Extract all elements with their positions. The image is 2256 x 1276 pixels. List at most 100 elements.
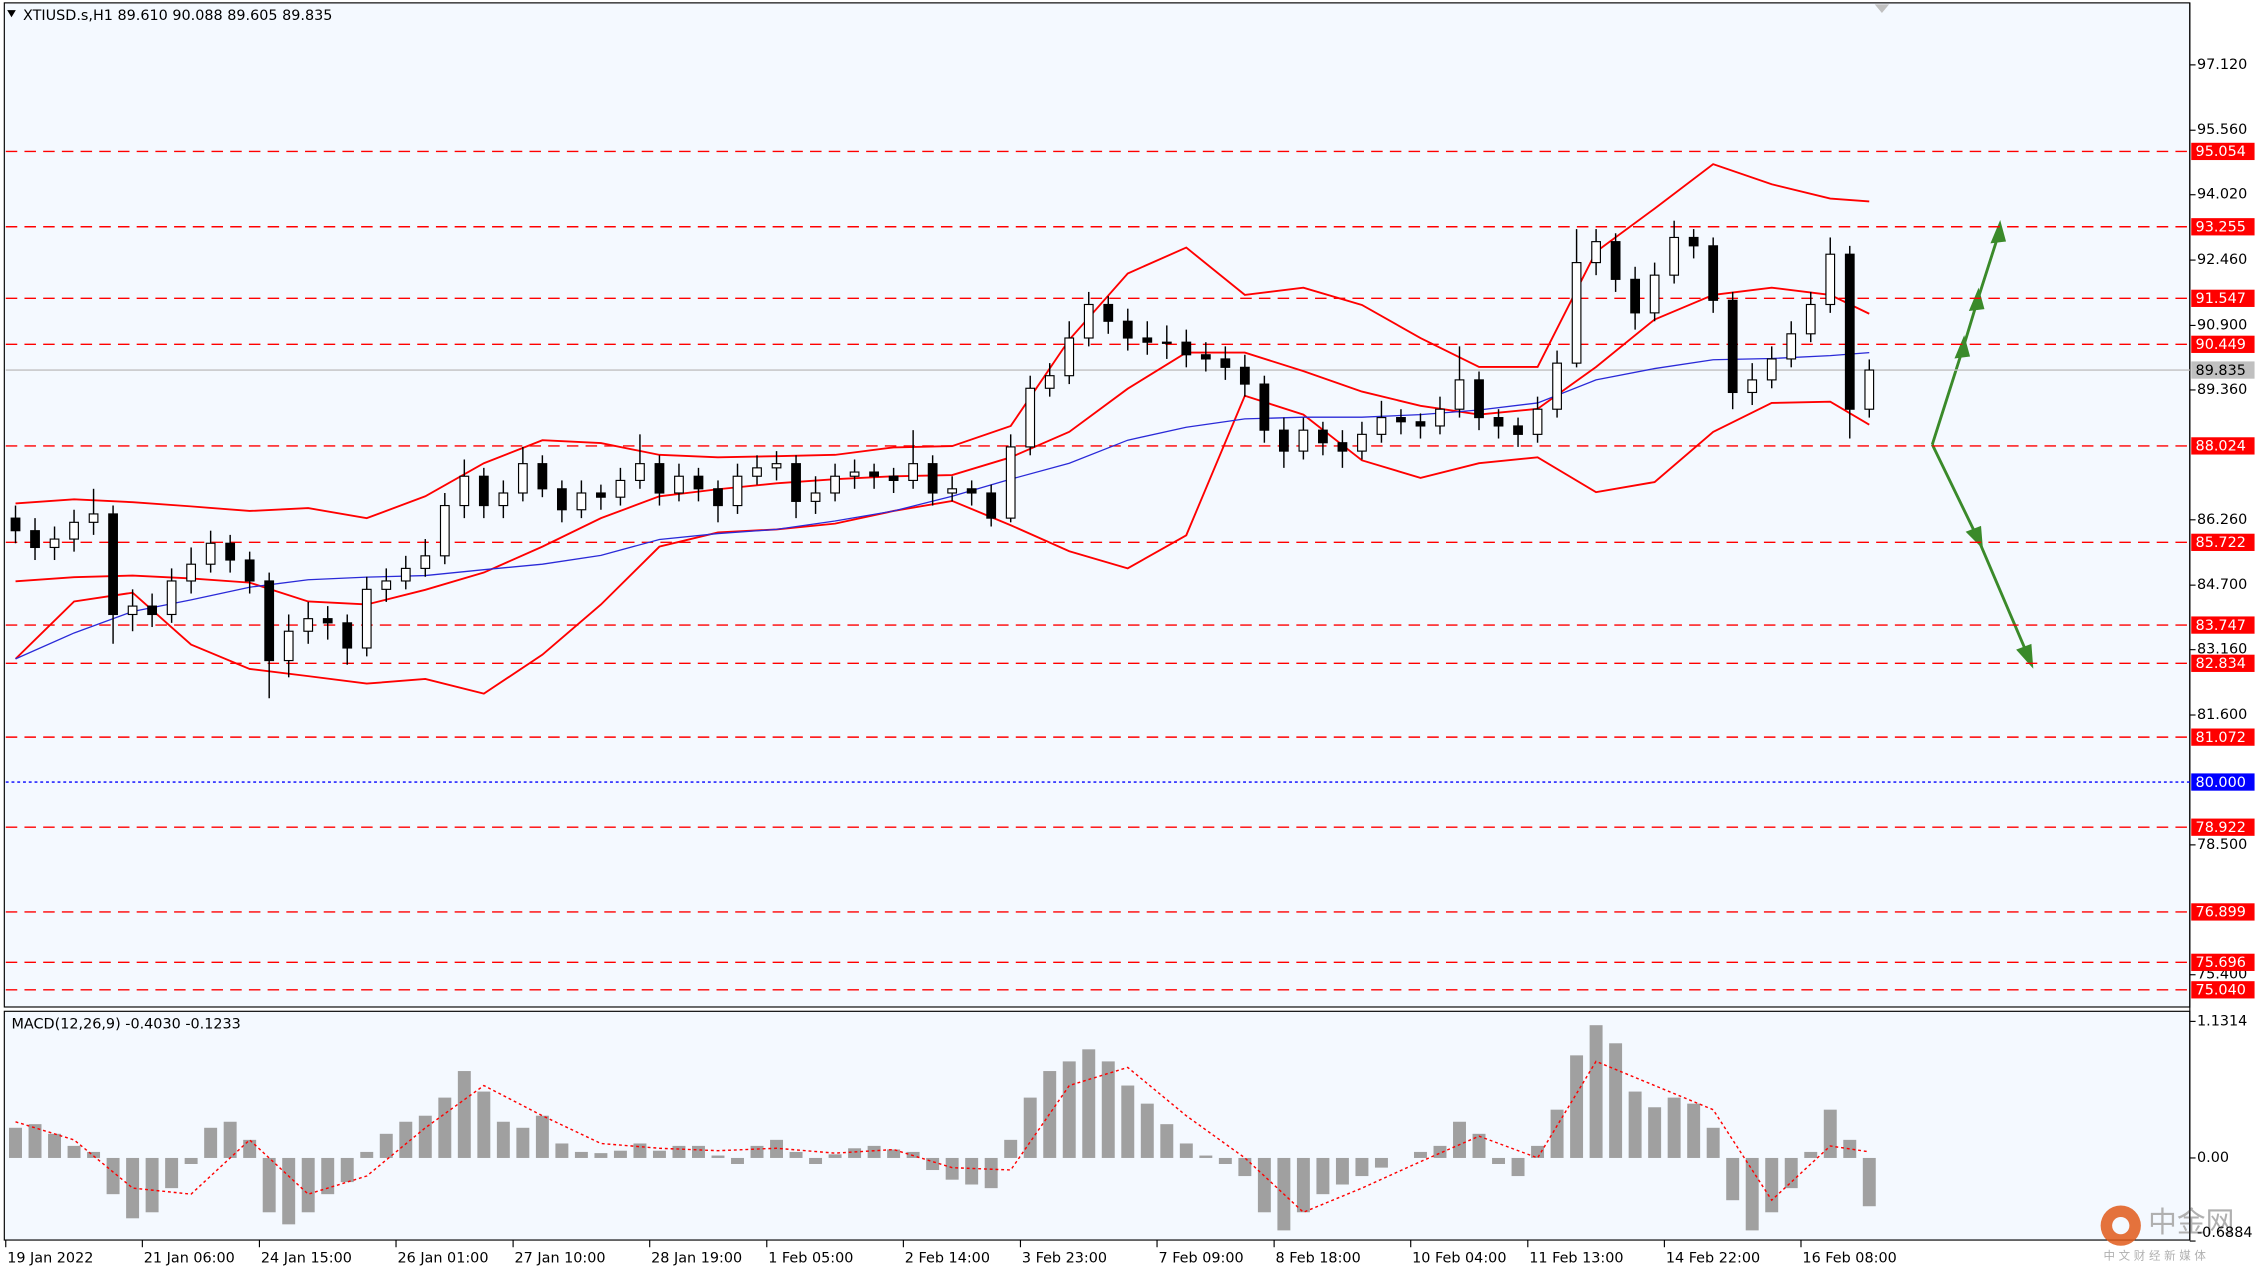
candle-body	[791, 463, 801, 502]
macd-bar	[1257, 1157, 1271, 1213]
level-label: 78.922	[2196, 820, 2246, 836]
macd-bar	[1765, 1157, 1779, 1213]
macd-bar	[1121, 1085, 1135, 1158]
candle-body	[283, 630, 294, 662]
candle-body	[1825, 253, 1836, 306]
level-label-box	[2191, 773, 2255, 791]
macd-bar	[282, 1157, 296, 1225]
macd-bar	[633, 1143, 647, 1158]
macd-bar	[243, 1139, 257, 1158]
candle-body	[400, 567, 411, 582]
candle-body	[186, 563, 197, 582]
level-label-box	[2191, 981, 2255, 999]
macd-bar	[867, 1145, 881, 1158]
x-tick-label: 16 Feb 08:00	[1802, 1251, 1896, 1267]
macd-bar	[1004, 1139, 1018, 1158]
macd-bar	[809, 1157, 823, 1164]
watermark: 中金网 中 文 财 经 新 媒 体	[2100, 1205, 2234, 1262]
candle-body	[869, 471, 879, 477]
x-tick-label: 1 Feb 05:00	[768, 1251, 853, 1267]
candle-body	[713, 488, 723, 507]
macd-bar	[711, 1155, 725, 1158]
macd-bar	[1511, 1157, 1525, 1177]
up-arrow	[1930, 229, 2002, 445]
candle-body	[264, 580, 275, 662]
candle-body	[1044, 375, 1055, 389]
level-label: 75.040	[2196, 983, 2246, 999]
y-tick-label: 92.460	[2197, 252, 2247, 268]
candle-body	[205, 542, 216, 565]
level-label-box	[2191, 953, 2255, 971]
arrow-head	[2016, 643, 2034, 669]
macd-bar	[1062, 1061, 1076, 1158]
level-label: 93.255	[2196, 220, 2246, 236]
candle-body	[1591, 241, 1601, 264]
macd-bar	[1160, 1124, 1174, 1158]
level-label: 81.072	[2196, 730, 2246, 746]
arrow-head	[1968, 287, 1985, 312]
y-tick-label: -0.6884	[2197, 1225, 2253, 1241]
y-tick-label: 81.600	[2197, 707, 2247, 723]
macd-bar	[1784, 1157, 1798, 1189]
candle-body	[1864, 369, 1875, 410]
level-label: 88.024	[2196, 439, 2246, 455]
candle-body	[1747, 379, 1758, 394]
candle-body	[322, 618, 333, 624]
level-label-box	[2191, 142, 2255, 161]
level-label-box	[2191, 728, 2255, 746]
candle-body	[381, 580, 392, 590]
candle-body	[439, 504, 450, 557]
macd-bar	[301, 1157, 315, 1213]
indicator-line	[15, 286, 1870, 606]
candle-body	[1220, 358, 1231, 368]
watermark-logo-inner	[2112, 1217, 2130, 1235]
candle-body	[225, 542, 236, 561]
candle-body	[1454, 379, 1465, 410]
macd-bar	[1082, 1049, 1096, 1158]
macd-bar	[1433, 1145, 1447, 1158]
level-label: 76.899	[2196, 905, 2246, 921]
level-label: 80.000	[2196, 775, 2246, 791]
candle-body	[576, 492, 587, 511]
candle-body	[888, 475, 899, 482]
candle-body	[1083, 303, 1094, 339]
macd-bar	[1648, 1107, 1662, 1158]
candle-body	[635, 463, 645, 482]
macd-bar	[477, 1091, 491, 1158]
macd-bar	[399, 1121, 413, 1158]
y-tick-label: 94.020	[2197, 187, 2247, 203]
candle-body	[1161, 341, 1172, 344]
level-label-box	[2191, 616, 2255, 634]
y-tick-label: 83.160	[2197, 642, 2247, 658]
macd-bar	[731, 1157, 744, 1164]
macd-bar	[418, 1115, 432, 1158]
candle-body	[927, 463, 938, 494]
candle-body	[1415, 421, 1426, 427]
macd-bar	[145, 1157, 159, 1213]
macd-bar	[1492, 1157, 1506, 1164]
macd-bar	[574, 1151, 588, 1158]
x-tick-label: 14 Feb 22:00	[1666, 1251, 1760, 1267]
y-tick-label: 90.900	[2197, 317, 2247, 333]
macd-bar	[204, 1127, 218, 1158]
macd-bar	[1687, 1103, 1701, 1158]
macd-bar	[438, 1097, 452, 1158]
candle-body	[947, 488, 958, 494]
macd-bar	[1726, 1157, 1740, 1201]
header-title: XTIUSD.s,H1 89.610 90.088 89.605 89.835	[23, 8, 332, 24]
candle-body	[1064, 337, 1075, 377]
candle-body	[1435, 408, 1445, 427]
macd-bar	[321, 1157, 335, 1195]
level-label: 75.696	[2196, 955, 2246, 971]
candle-body	[498, 492, 509, 507]
level-label: 95.054	[2196, 144, 2246, 160]
macd-bar	[965, 1157, 979, 1185]
macd-bar	[9, 1127, 22, 1158]
candle-body	[1669, 236, 1680, 276]
candle-body	[1532, 408, 1543, 435]
candle-body	[1142, 337, 1153, 343]
candle-body	[771, 463, 782, 469]
candle-body	[1259, 383, 1270, 431]
macd-bar	[496, 1121, 510, 1158]
